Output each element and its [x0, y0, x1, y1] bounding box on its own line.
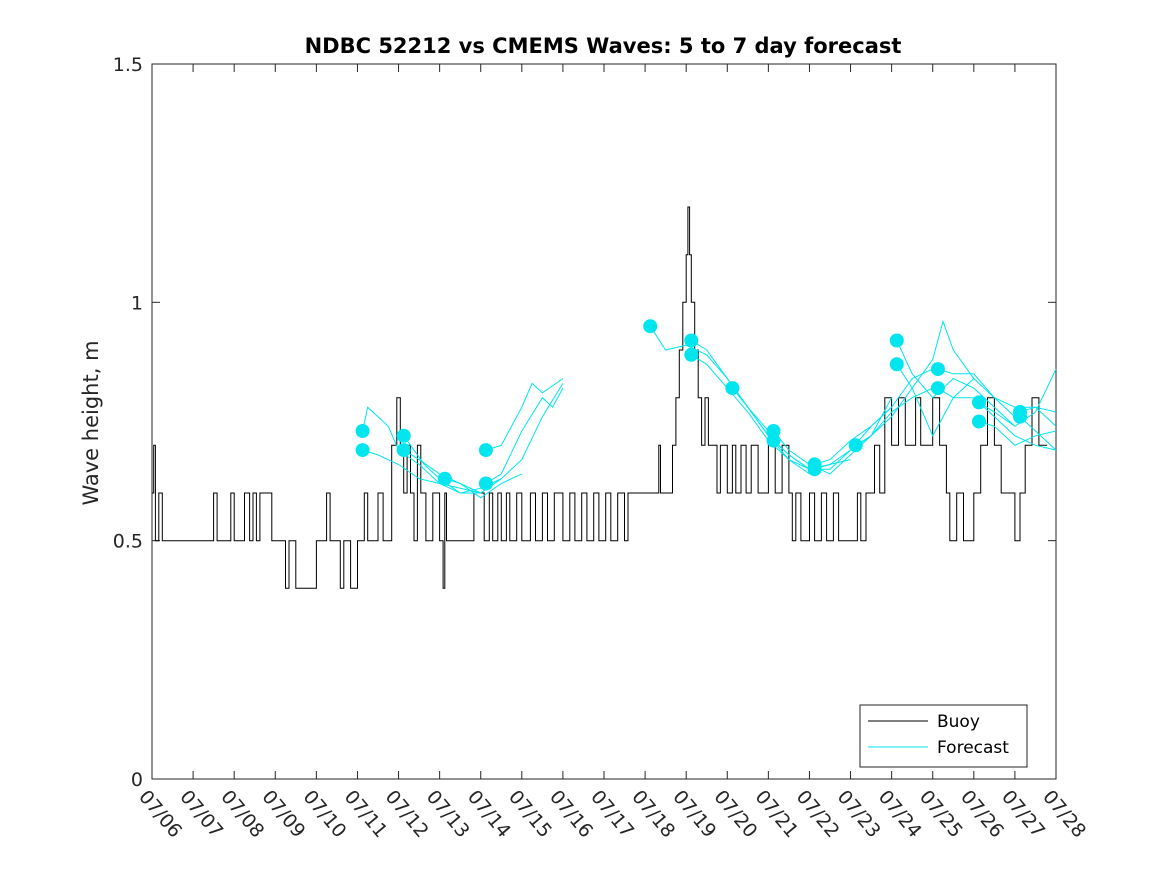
forecast-start-marker-4 — [396, 443, 411, 458]
x-tick-label: 07/07 — [175, 786, 227, 842]
x-tick-label: 07/27 — [997, 786, 1049, 842]
forecast-start-marker-11 — [725, 381, 740, 396]
forecast-start-marker-12 — [766, 424, 781, 438]
forecast-start-marker-2 — [355, 443, 370, 458]
forecast-series-line-5 — [444, 383, 564, 494]
x-tick-label: 07/26 — [956, 786, 1008, 842]
x-tick-label: 07/08 — [216, 786, 268, 842]
forecast-start-marker-17 — [889, 333, 904, 348]
forecast-series-line-17 — [896, 340, 1016, 427]
forecast-series-line-2 — [362, 449, 481, 494]
legend-box — [859, 704, 1028, 768]
x-tick-label: 07/23 — [833, 786, 885, 842]
x-tick-label: 07/21 — [751, 786, 803, 842]
x-tick-label: 07/24 — [874, 786, 926, 842]
forecast-start-marker-10 — [684, 347, 699, 362]
x-tick-label: 07/12 — [381, 786, 433, 842]
y-tick-label: 1.5 — [113, 54, 143, 76]
forecast-start-marker-13 — [766, 433, 781, 448]
legend-forecast-label: Forecast — [937, 738, 1009, 758]
y-tick-label: 1 — [131, 292, 143, 314]
forecast-series-line-20 — [937, 387, 1057, 451]
forecast-start-marker-18 — [889, 357, 904, 372]
forecast-start-marker-1 — [355, 424, 370, 438]
forecast-start-marker-6 — [478, 443, 493, 458]
forecast-series-line-16 — [855, 319, 975, 446]
forecast-series-line-14 — [814, 368, 933, 465]
forecast-start-marker-5 — [437, 471, 452, 486]
forecast-start-marker-19 — [930, 362, 945, 377]
forecast-series-line-6 — [485, 378, 564, 451]
x-tick-label: 07/10 — [299, 786, 351, 842]
x-tick-label: 07/25 — [915, 786, 967, 842]
x-tick-label: 07/28 — [1038, 786, 1090, 842]
x-tick-label: 07/09 — [257, 786, 309, 842]
x-tick-label: 07/19 — [668, 786, 720, 842]
forecast-series-line-24 — [1019, 416, 1057, 451]
forecast-start-marker-7 — [478, 476, 493, 491]
forecast-start-marker-16 — [848, 438, 863, 453]
y-axis-label: Wave height, m — [79, 340, 103, 505]
x-tick-label: 07/11 — [340, 786, 392, 842]
chart-title: NDBC 52212 vs CMEMS Waves: 5 to 7 day fo… — [305, 34, 902, 58]
x-tick-label: 07/13 — [422, 786, 474, 842]
forecast-start-marker-9 — [684, 333, 699, 348]
forecast-series-line-22 — [978, 421, 1057, 446]
forecast-start-marker-8 — [643, 319, 658, 334]
forecast-series-line-21 — [978, 368, 1057, 427]
forecast-series-line-7 — [485, 387, 564, 484]
forecast-start-marker-24 — [1013, 409, 1027, 424]
x-tick-label: 07/16 — [545, 786, 597, 842]
buoy-series-line — [152, 206, 1048, 589]
forecast-start-marker-15 — [807, 462, 822, 477]
forecast-start-marker-20 — [930, 381, 945, 396]
forecast-start-marker-22 — [972, 414, 986, 429]
x-tick-label: 07/06 — [134, 786, 186, 842]
forecast-start-marker-21 — [972, 395, 986, 410]
y-tick-label: 0.5 — [113, 531, 143, 553]
x-tick-label: 07/14 — [463, 786, 515, 842]
x-tick-label: 07/17 — [586, 786, 638, 842]
legend: Buoy Forecast — [859, 704, 1028, 768]
y-tick-label: 0 — [131, 769, 143, 791]
x-tick-label: 07/18 — [627, 786, 679, 842]
forecast-start-marker-3 — [396, 428, 411, 443]
legend-buoy-label: Buoy — [937, 712, 980, 732]
x-tick-label: 07/20 — [709, 786, 761, 842]
x-tick-label: 07/15 — [504, 786, 556, 842]
x-tick-label: 07/22 — [792, 786, 844, 842]
